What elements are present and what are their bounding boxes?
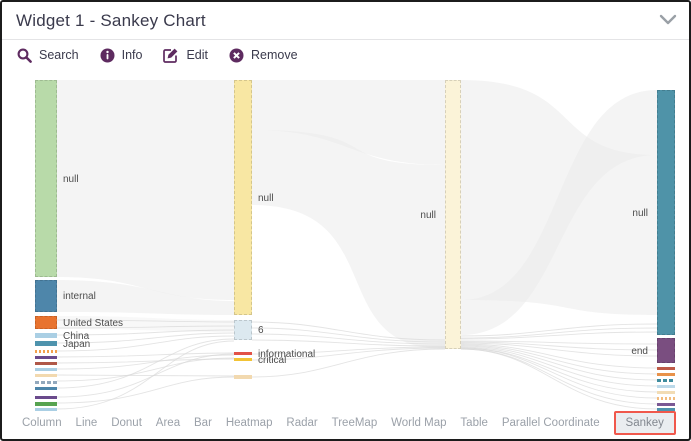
- search-button[interactable]: Search: [17, 48, 79, 63]
- edit-icon: [163, 48, 178, 63]
- sankey-node[interactable]: [657, 373, 675, 376]
- widget-header: Widget 1 - Sankey Chart: [2, 2, 689, 40]
- sankey-node[interactable]: [657, 408, 675, 411]
- sankey-node-label: null: [63, 173, 79, 185]
- remove-icon: [229, 48, 244, 62]
- sankey-node-label: Japan: [63, 338, 91, 350]
- remove-label: Remove: [251, 48, 298, 62]
- tab-bar[interactable]: Bar: [194, 416, 212, 429]
- sankey-node[interactable]: [657, 338, 675, 363]
- sankey-node[interactable]: [657, 90, 675, 335]
- sankey-node-label: null: [420, 209, 436, 221]
- tab-column[interactable]: Column: [22, 416, 62, 429]
- sankey-node-label: informational: [258, 348, 316, 360]
- sankey-node[interactable]: [657, 385, 675, 388]
- info-label: Info: [121, 48, 143, 62]
- sankey-node[interactable]: [35, 402, 57, 406]
- remove-button[interactable]: Remove: [229, 48, 298, 63]
- sankey-node[interactable]: [35, 333, 57, 338]
- sankey-node-label: United States: [63, 317, 124, 329]
- sankey-node-label: critical: [258, 354, 287, 366]
- sankey-node-label: null: [632, 207, 648, 219]
- sankey-node[interactable]: [445, 80, 461, 349]
- tab-radar[interactable]: Radar: [286, 416, 318, 429]
- sankey-node[interactable]: [234, 358, 252, 361]
- sankey-node[interactable]: [35, 356, 57, 359]
- edit-label: Edit: [186, 48, 209, 62]
- chevron-down-icon[interactable]: [659, 13, 677, 27]
- sankey-node[interactable]: [657, 391, 675, 394]
- sankey-node[interactable]: [657, 379, 675, 382]
- sankey-node[interactable]: [35, 374, 57, 377]
- info-button[interactable]: Info: [100, 48, 143, 63]
- page-title: Widget 1 - Sankey Chart: [16, 10, 206, 30]
- tab-line[interactable]: Line: [75, 416, 98, 429]
- sankey-node-label: end: [631, 345, 648, 357]
- sankey-node[interactable]: [35, 362, 57, 365]
- sankey-node[interactable]: [234, 352, 252, 355]
- tab-heatmap[interactable]: Heatmap: [225, 416, 273, 429]
- sankey-node[interactable]: [35, 80, 57, 277]
- sankey-node[interactable]: [234, 80, 252, 315]
- sankey-node[interactable]: [35, 316, 57, 329]
- sankey-node[interactable]: [35, 368, 57, 371]
- sankey-node[interactable]: [657, 397, 675, 400]
- tab-sankey[interactable]: Sankey: [613, 410, 676, 435]
- edit-button[interactable]: Edit: [163, 48, 208, 63]
- sankey-node[interactable]: [35, 381, 57, 384]
- tab-bar: Column Line Donut Area Bar Heatmap Radar TreeMa…: [2, 406, 689, 439]
- tab-area[interactable]: Area: [155, 416, 181, 429]
- toolbar: Search Info Edit Remove: [2, 40, 689, 70]
- tab-world-map[interactable]: World Map: [391, 416, 447, 429]
- sankey-node[interactable]: [35, 350, 57, 353]
- sankey-node[interactable]: [234, 320, 252, 340]
- tab-parallel-coordinate[interactable]: Parallel Coordinate: [501, 416, 600, 429]
- sankey-node-label: internal: [63, 291, 96, 302]
- sankey-node-label: 6: [258, 325, 264, 336]
- search-label: Search: [39, 48, 79, 62]
- search-icon: [17, 48, 32, 63]
- sankey-node[interactable]: [35, 408, 57, 411]
- info-icon: [100, 48, 115, 62]
- tab-table[interactable]: Table: [460, 416, 488, 429]
- sankey-node[interactable]: [35, 280, 57, 312]
- sankey-node[interactable]: [657, 403, 675, 406]
- sankey-node[interactable]: [657, 367, 675, 370]
- sankey-node-label: China: [63, 330, 90, 342]
- tab-treemap[interactable]: TreeMap: [331, 416, 378, 429]
- sankey-node[interactable]: [234, 375, 252, 379]
- sankey-node[interactable]: [35, 341, 57, 346]
- sankey-node[interactable]: [35, 387, 57, 390]
- sankey-node-label: null: [258, 192, 274, 204]
- sankey-node[interactable]: [35, 396, 57, 399]
- tab-donut[interactable]: Donut: [111, 416, 142, 429]
